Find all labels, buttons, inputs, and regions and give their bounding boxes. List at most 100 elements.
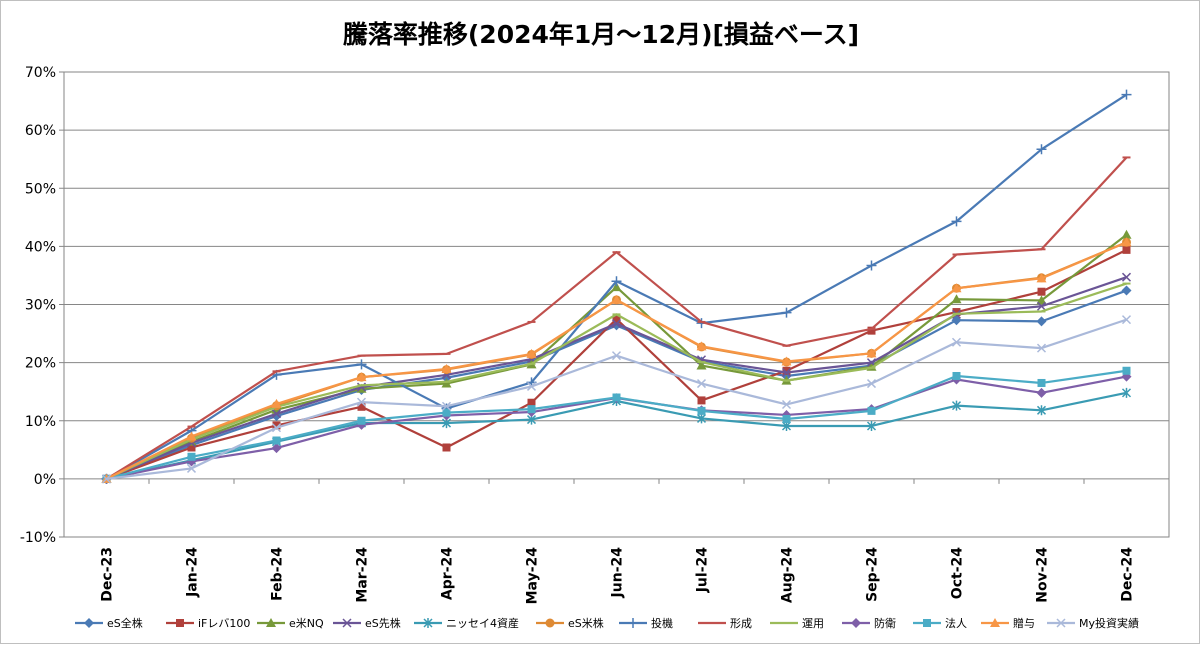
data-point (101, 474, 112, 484)
y-tick-label: 60% (25, 123, 56, 139)
legend-item: ニッセイ4資産 (414, 617, 519, 630)
data-point (1036, 144, 1047, 155)
legend-marker (266, 618, 276, 627)
legend-item: 法人 (913, 616, 967, 630)
data-point (611, 276, 622, 287)
series-1 (102, 245, 1131, 483)
data-point (952, 308, 961, 317)
legend-marker (990, 618, 1000, 627)
legend-label: 形成 (730, 617, 752, 630)
data-point (356, 372, 367, 382)
x-tick-label: Nov-24 (1035, 547, 1051, 603)
data-point (1121, 285, 1132, 296)
data-point (1036, 405, 1047, 416)
data-point (187, 452, 196, 461)
data-point (441, 378, 452, 388)
data-point (186, 463, 197, 473)
series-12 (101, 315, 1132, 484)
x-tick-label: Sep-24 (865, 547, 881, 602)
data-point (611, 319, 622, 329)
legend-label: My投資実績 (1079, 616, 1139, 630)
data-point (1037, 378, 1046, 387)
data-point (866, 260, 877, 271)
y-tick-label: 10% (25, 414, 56, 430)
legend-label: eS全株 (107, 616, 143, 630)
data-point (866, 379, 877, 389)
data-point (1121, 237, 1132, 247)
legend-marker (923, 619, 931, 627)
legend-item: 運用 (770, 617, 824, 630)
data-point (272, 436, 281, 445)
legend-item: 贈与 (981, 616, 1035, 630)
data-point (611, 282, 622, 292)
legend-label: 運用 (802, 617, 824, 630)
legend-item: eS全株 (75, 616, 143, 630)
x-tick-label: Dec-23 (100, 547, 116, 602)
y-tick-label: 0% (34, 472, 56, 488)
data-point (1122, 366, 1131, 375)
y-tick-label: 50% (25, 181, 56, 197)
data-point (951, 400, 962, 411)
data-point (866, 420, 877, 431)
data-point (187, 443, 196, 452)
x-tick-label: Aug-24 (780, 547, 796, 603)
data-point (1121, 315, 1132, 325)
data-point (696, 360, 707, 370)
data-point (697, 406, 706, 415)
legend-label: 法人 (945, 616, 967, 630)
x-tick-label: Mar-24 (355, 547, 371, 603)
data-point (951, 216, 962, 227)
x-tick-label: Jul-24 (695, 547, 711, 594)
data-point (271, 409, 282, 419)
data-point (271, 443, 282, 454)
legend-marker (1056, 618, 1066, 628)
data-point (1036, 316, 1047, 327)
legend-label: iFレバ100 (198, 617, 250, 630)
data-point (1121, 272, 1132, 282)
series-7 (102, 156, 1131, 480)
data-point (442, 443, 451, 452)
data-point (527, 398, 536, 407)
x-tick-label: Jun-24 (610, 547, 626, 599)
data-point (1036, 273, 1047, 283)
legend-marker (851, 618, 861, 628)
data-point (441, 364, 452, 374)
y-tick-label: 40% (25, 239, 56, 255)
legend-label: e米NQ (289, 617, 324, 630)
data-point (696, 341, 707, 351)
data-point (781, 367, 792, 378)
legend-marker (342, 618, 352, 628)
data-point (1037, 287, 1046, 296)
data-point (1121, 89, 1132, 100)
data-point (1121, 387, 1132, 398)
data-point (526, 381, 537, 391)
legend-label: 防衛 (874, 616, 896, 630)
legend: eS全株 iFレバ100 e米NQ eS先株 ニッセイ4資産 eS米株 投機 形成 運用 防衛 法人… (75, 616, 1139, 630)
data-point (696, 379, 707, 389)
legend-item: e米NQ (257, 617, 324, 630)
data-point (781, 307, 792, 318)
data-point (527, 405, 536, 414)
legend-label: eS先株 (365, 616, 401, 630)
data-point (951, 294, 962, 304)
legend-item: eS先株 (333, 616, 401, 630)
y-tick-label: 70% (25, 65, 56, 81)
data-point (697, 396, 706, 405)
legend-item: 投機 (619, 616, 673, 630)
series-line (106, 375, 1127, 480)
x-tick-label: May-24 (525, 547, 541, 605)
data-point (441, 401, 452, 411)
data-point (357, 402, 366, 411)
series-8 (102, 282, 1131, 480)
legend-item: 防衛 (842, 616, 896, 630)
data-point (1036, 387, 1047, 398)
y-tick-label: -10% (20, 530, 56, 546)
legend-marker (84, 618, 94, 628)
data-point (612, 315, 621, 324)
data-point (271, 398, 282, 408)
data-point (272, 421, 281, 430)
legend-item: My投資実績 (1047, 616, 1139, 630)
legend-label: ニッセイ4資産 (446, 617, 519, 630)
data-point (526, 348, 537, 358)
legend-item: 形成 (698, 617, 752, 630)
